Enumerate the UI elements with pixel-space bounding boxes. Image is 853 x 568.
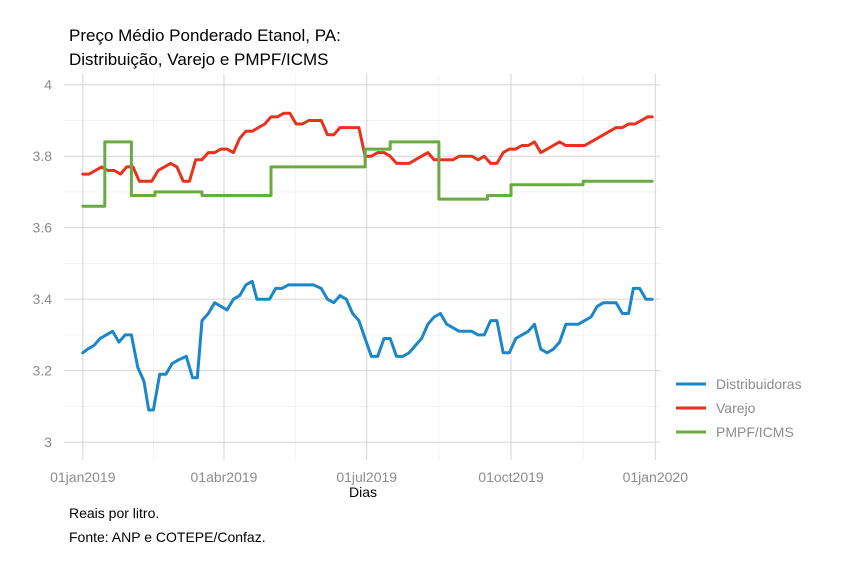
y-tick-label: 3.2 <box>33 363 53 379</box>
y-tick-label: 3 <box>44 434 52 450</box>
legend: Distribuidoras Varejo PMPF/ICMS <box>676 376 802 440</box>
caption-source: Fonte: ANP e COTEPE/Confaz. <box>69 529 266 545</box>
series-lines <box>81 111 654 412</box>
series-line-distribuidoras <box>81 279 654 412</box>
x-tick-label: 01oct2019 <box>478 469 544 485</box>
x-axis-ticks: 01jan2019 01abr2019 01jul2019 01oct2019 01ja… <box>50 469 688 485</box>
x-tick-label: 01abr2019 <box>191 469 258 485</box>
legend-label: Distribuidoras <box>716 376 802 392</box>
legend-label: PMPF/ICMS <box>716 424 794 440</box>
chart-title: Preço Médio Ponderado Etanol, PA: Distri… <box>69 24 341 72</box>
y-tick-label: 3.6 <box>33 220 53 236</box>
legend-label: Varejo <box>716 400 756 416</box>
caption-units: Reais por litro. <box>69 505 160 521</box>
series-line-varejo <box>81 111 654 183</box>
y-tick-label: 3.8 <box>33 148 53 164</box>
x-tick-label: 01jan2020 <box>623 469 689 485</box>
chart-title-line2: Distribuição, Varejo e PMPF/ICMS <box>69 50 329 69</box>
series-line-pmpf-icms <box>81 140 654 208</box>
y-tick-label: 4 <box>44 77 52 93</box>
x-tick-label: 01jul2019 <box>336 469 397 485</box>
y-tick-label: 3.4 <box>33 291 53 307</box>
x-axis-label: Dias <box>349 484 377 500</box>
x-tick-label: 01jan2019 <box>50 469 116 485</box>
chart-title-line1: Preço Médio Ponderado Etanol, PA: <box>69 26 341 45</box>
y-axis-ticks: 3 3.2 3.4 3.6 3.8 4 <box>33 77 53 450</box>
